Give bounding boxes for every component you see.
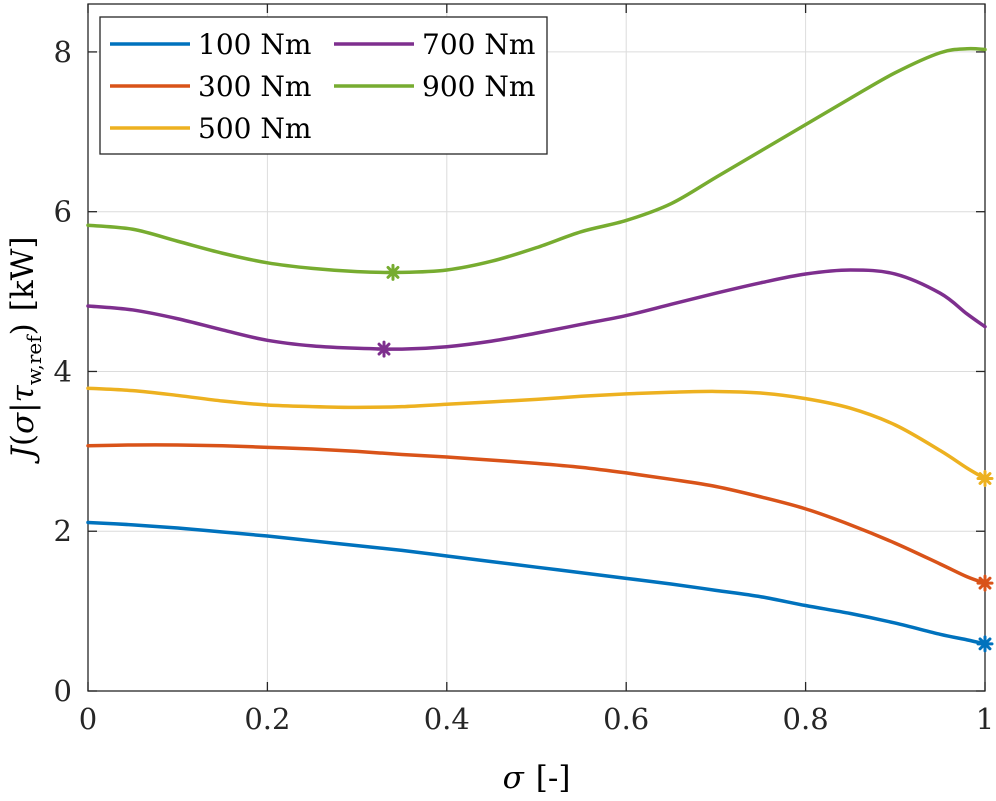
series-marker-3 — [375, 340, 393, 358]
series-line-1 — [86, 443, 987, 585]
y-tick-label-0: 0 — [54, 674, 72, 708]
x-axis-label-unit: [-] — [536, 760, 571, 796]
y-tick-label-3: 6 — [54, 195, 72, 229]
series-markers — [375, 263, 994, 653]
x-tick-label-4: 0.8 — [783, 702, 829, 736]
axis-ticks: 0 0.2 0.4 0.6 0.8 1 0 2 4 6 8 — [54, 4, 994, 736]
series-marker-1 — [976, 574, 994, 592]
x-axis-label-var: σ — [503, 760, 525, 796]
series-line-0 — [86, 520, 987, 646]
series-marker-2 — [976, 470, 994, 488]
plot-frame — [87, 3, 986, 692]
y-axis-label-close: ) — [5, 323, 41, 335]
legend-label-0: 100 Nm — [198, 28, 311, 61]
y-axis-label-var: σ — [5, 412, 41, 434]
x-tick-label-1: 0.2 — [244, 702, 290, 736]
legend-label-1: 300 Nm — [198, 70, 311, 103]
y-axis-label-tau: τ — [5, 384, 41, 402]
x-tick-label-3: 0.6 — [603, 702, 649, 736]
legend-label-3: 700 Nm — [422, 28, 535, 61]
x-axis-label: σ [-] — [503, 760, 571, 796]
y-tick-label-4: 8 — [54, 35, 72, 69]
legend-label-2: 500 Nm — [198, 112, 311, 145]
series-marker-4 — [384, 263, 402, 281]
series-line-2 — [86, 386, 987, 481]
y-axis-label-open: ( — [5, 434, 41, 446]
series-marker-0 — [976, 635, 994, 653]
y-axis-label-bar: | — [5, 402, 41, 412]
y-axis-label-sub: w,ref — [22, 334, 46, 386]
legend-label-4: 900 Nm — [422, 70, 535, 103]
series-line-3 — [86, 268, 987, 351]
legend: 100 Nm 300 Nm 500 Nm 700 Nm 900 Nm — [99, 16, 548, 155]
x-tick-label-2: 0.4 — [424, 702, 470, 736]
x-tick-label-5: 1 — [976, 702, 994, 736]
y-tick-label-2: 4 — [54, 354, 72, 388]
series-lines — [86, 46, 987, 646]
series-line-4 — [86, 46, 987, 275]
y-tick-label-1: 2 — [54, 514, 72, 548]
x-tick-label-0: 0 — [79, 702, 97, 736]
y-axis-label-unit: [kW] — [5, 236, 41, 311]
